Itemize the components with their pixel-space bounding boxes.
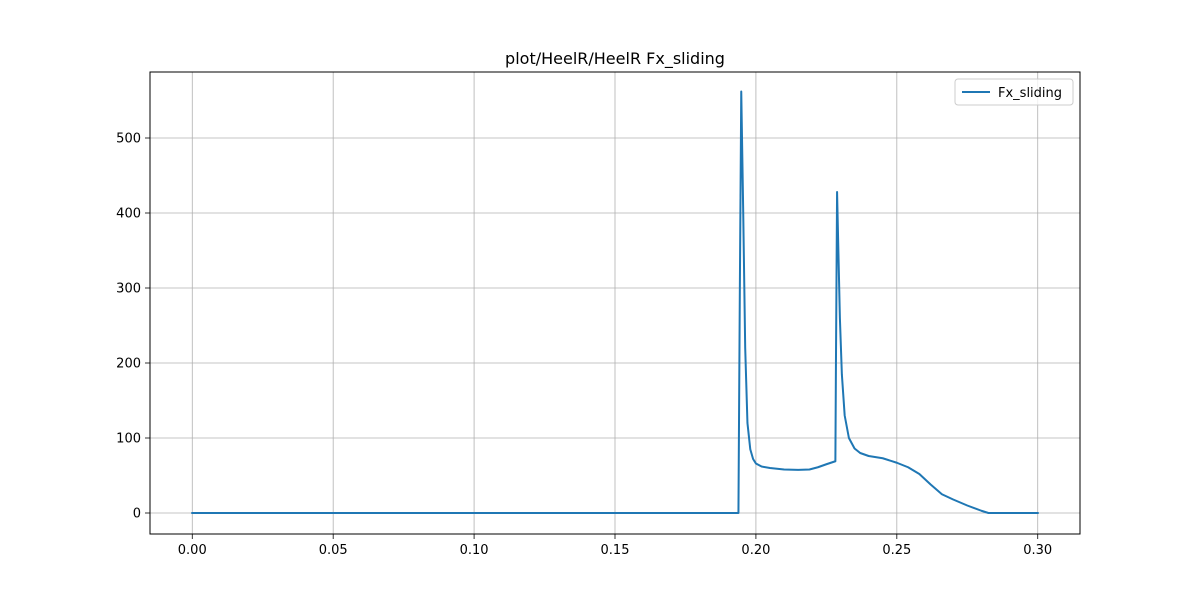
series-line-fx-sliding [191, 90, 1039, 514]
x-tick-label: 0.20 [741, 543, 770, 558]
legend-label-fx-sliding: Fx_sliding [998, 86, 1062, 101]
axis-ticks: 0.00 0.05 0.10 0.15 0.20 0.25 0.30 0 100 200 300 40… [116, 132, 1052, 559]
chart-title: plot/HeelR/HeelR Fx_sliding [505, 49, 725, 69]
x-tick-label: 0.00 [178, 543, 207, 558]
series-layer [191, 90, 1039, 514]
legend-box [954, 78, 1074, 106]
x-tick-label: 0.10 [460, 543, 489, 558]
y-tick-label: 500 [116, 132, 141, 147]
y-tick-label: 0 [133, 507, 141, 522]
x-tick-label: 0.15 [601, 543, 630, 558]
y-tick-label: 300 [116, 282, 141, 297]
x-tick-label: 0.30 [1023, 543, 1052, 558]
x-tick-label: 0.25 [882, 543, 911, 558]
y-tick-label: 200 [116, 357, 141, 372]
legend: Fx_sliding [954, 78, 1074, 106]
x-tick-label: 0.05 [319, 543, 348, 558]
y-tick-label: 400 [116, 207, 141, 222]
y-tick-label: 100 [116, 432, 141, 447]
